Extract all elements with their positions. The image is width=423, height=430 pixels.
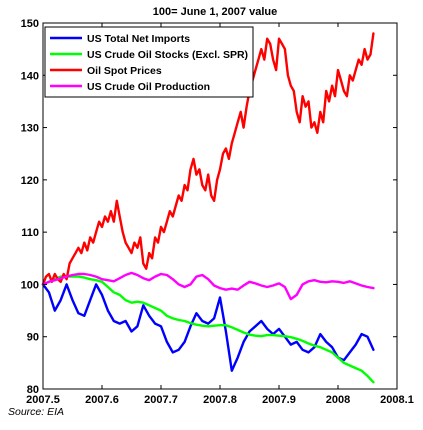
legend-label-2: US Crude Oil Stocks (Excl. SPR) — [87, 49, 248, 61]
y-tick-label: 140 — [21, 70, 39, 82]
y-tick-label: 130 — [21, 123, 39, 135]
x-tick-label: 2007.9 — [262, 394, 296, 406]
y-tick-label: 150 — [21, 18, 39, 30]
y-tick-label: 90 — [27, 332, 39, 344]
legend-label-1: US Total Net Imports — [87, 33, 190, 45]
x-tick-label: 2007.5 — [26, 394, 60, 406]
x-tick-label: 2007.7 — [144, 394, 178, 406]
chart-title: 100= June 1, 2007 value — [153, 6, 277, 18]
legend-label-3: Oil Spot Prices — [87, 65, 162, 77]
y-tick-label: 110 — [21, 227, 39, 239]
legend: US Total Net Imports US Crude Oil Stocks … — [44, 26, 254, 98]
x-tick-label: 2008 — [326, 394, 350, 406]
legend-label-4: US Crude Oil Production — [87, 81, 210, 93]
series-line-1 — [41, 283, 375, 372]
source-note: Source: EIA — [8, 406, 65, 418]
x-tick-label: 2007.6 — [85, 394, 119, 406]
x-tick-label: 2007.8 — [203, 394, 237, 406]
series-line-2 — [41, 275, 375, 384]
y-tick-label: 120 — [21, 175, 39, 187]
x-tick-label: 2008.1 — [380, 394, 414, 406]
y-tick-label: 80 — [27, 384, 39, 396]
series-line-3 — [41, 32, 375, 286]
series-line-4 — [41, 271, 375, 301]
plot-area — [41, 32, 375, 384]
y-tick-label: 100 — [21, 279, 39, 291]
axes: 2007.5 2007.6 2007.7 2007.8 2007.9 2008 2008.1… — [21, 18, 414, 406]
